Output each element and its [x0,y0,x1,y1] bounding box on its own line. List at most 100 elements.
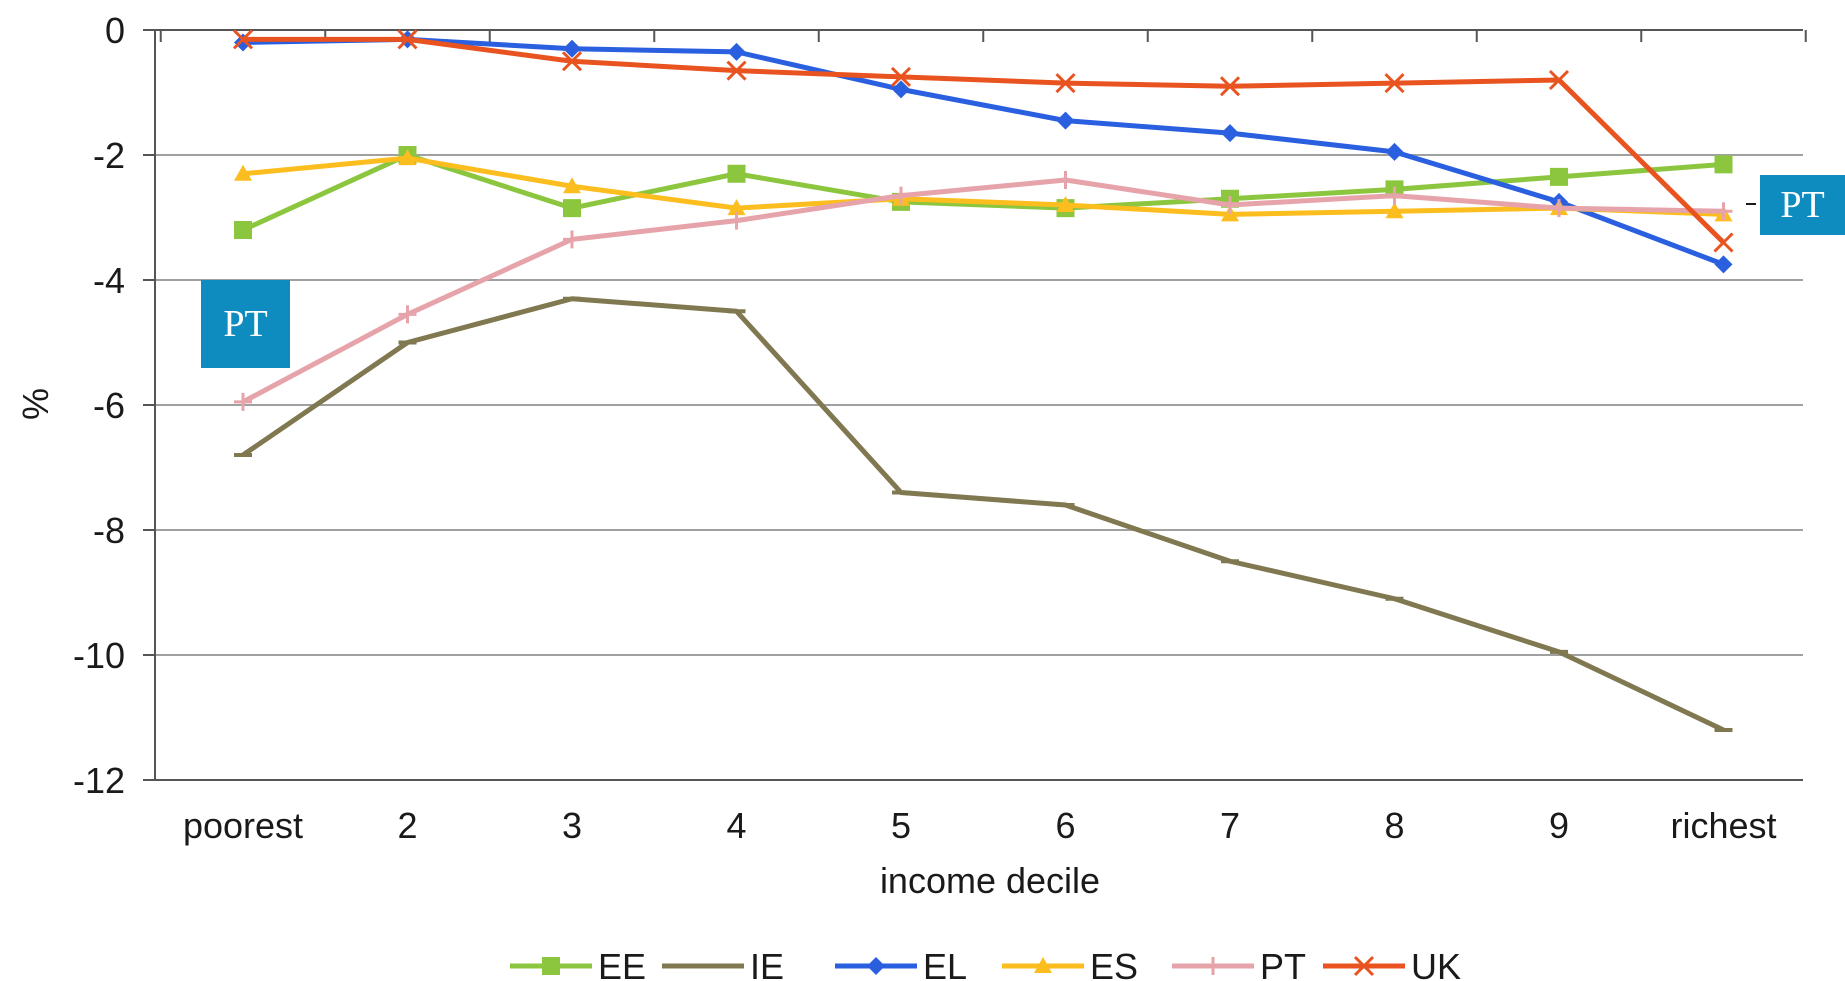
series-uk [232,29,1734,253]
legend-marker-ee [542,957,560,975]
data-point-uk-b [1055,73,1076,94]
legend-label-ie: IE [750,946,784,981]
y-tick-label: -6 [93,385,125,426]
data-point-uk-b [397,29,418,50]
data-point-es [234,164,252,181]
data-point-uk [1055,73,1076,94]
x-tick-label: 6 [1055,805,1075,846]
data-point-uk-b [1219,76,1241,97]
series-line-el [242,36,1725,267]
data-point-uk-b [1384,73,1405,94]
data-point-uk [1219,76,1241,97]
y-tick-label: -12 [73,760,125,801]
legend-label-ee: EE [598,946,646,981]
x-tick-label: poorest [183,805,303,846]
data-point-uk [1384,73,1405,94]
series-line-ee [241,152,1724,233]
data-point-uk-b [1548,69,1570,91]
series-ee [234,146,1733,239]
data-point-uk-b [1713,232,1734,253]
data-point-uk [561,51,583,72]
data-point-uk [397,29,418,50]
y-tick-label: -4 [93,260,125,301]
legend-item-es: ES [1002,946,1138,981]
data-point-es [398,149,417,166]
x-tick-label: 9 [1549,805,1569,846]
legend-item-uk: UK [1323,946,1461,981]
data-point-el [1056,111,1075,130]
data-point-uk [890,66,912,87]
y-tick-label: -10 [73,635,125,676]
legend-label-pt: PT [1260,946,1306,981]
x-axis-title: income decile [880,860,1100,901]
data-point-uk-b [890,66,912,87]
series-line-uk [243,36,1726,245]
series-line-es [242,155,1724,217]
y-tick-label: -2 [93,135,125,176]
grid-lines [155,154,1803,656]
x-tick-label: 3 [562,805,582,846]
data-point-es [1056,196,1075,212]
data-point-pt [1714,202,1733,221]
data-point-el [563,39,581,58]
data-point-uk [1548,69,1570,91]
legend-item-pt: PT [1172,946,1306,981]
pt-callout-leader [1746,203,1756,205]
series-ie [234,296,1733,733]
legend-item-ee: EE [510,946,646,981]
data-point-el [234,33,252,52]
data-point-pt [1385,186,1404,205]
data-point-uk-b [561,51,583,72]
legend-label-es: ES [1090,946,1138,981]
legend-label-uk: UK [1411,946,1461,981]
data-point-pt [1056,171,1075,189]
pt-callout-right: PT [1760,175,1845,235]
data-point-uk-b [726,60,747,81]
data-point-ee [563,199,581,218]
data-point-es [727,199,746,216]
y-tick-labels: 0 -2 -4 -6 -8 -10 -12 [73,10,125,801]
legend-marker-el [867,957,885,975]
series-line-pt [241,177,1724,405]
data-point-el [1221,124,1239,143]
data-point-ee [234,221,252,239]
data-point-el [892,80,910,99]
legend-label-el: EL [923,946,967,981]
data-point-el [1714,255,1733,274]
data-point-pt [563,230,581,249]
pt-callout-left: PT [201,280,290,368]
x-tick-label: richest [1670,805,1776,846]
data-point-uk [1713,232,1734,253]
x-tick-label: 4 [726,805,746,846]
y-tick-label: 0 [105,10,125,51]
data-point-pt [1550,199,1568,218]
data-point-es [1385,202,1404,219]
data-point-uk [232,29,254,50]
legend-marker-es [1034,957,1052,973]
x-tick-label: 7 [1220,805,1240,846]
x-tick-label: 2 [397,805,417,846]
y-tick-label: -8 [93,510,125,551]
data-point-ee [727,164,746,183]
axes [143,29,1807,781]
data-point-uk-b [232,29,254,50]
data-point-el [727,42,746,61]
legend-marker-pt [1204,957,1222,975]
data-point-pt [234,392,252,411]
data-point-ee [1550,167,1568,186]
data-point-pt [398,305,417,324]
x-tick-label: 5 [891,805,911,846]
data-point-pt [892,186,910,205]
data-point-uk [726,60,747,81]
series-lines [232,29,1734,733]
legend-marker-uk [1353,955,1375,977]
legend-item-ie: IE [662,946,784,981]
series-el [234,30,1733,274]
data-point-pt [1221,196,1239,214]
legend-marker-uk-b [1353,955,1375,977]
x-tick-label: 8 [1384,805,1404,846]
legend: EE IE EL ES PT UK [510,946,1461,981]
legend-item-el: EL [835,946,967,981]
data-point-es [563,177,581,194]
